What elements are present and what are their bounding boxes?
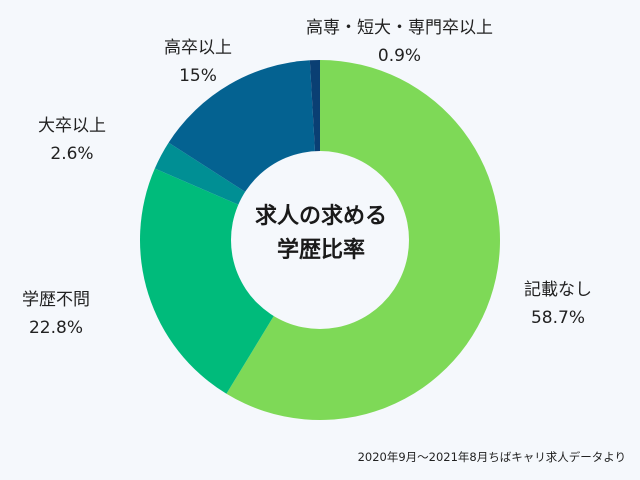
label-value: 58.7% bbox=[530, 308, 585, 328]
chart-title-line-2: 学歴比率 bbox=[276, 238, 365, 263]
label-college-vocational-graduate: 高専・短大・専門卒以上 0.9% bbox=[306, 14, 493, 70]
label-value: 0.9% bbox=[377, 46, 422, 66]
label-value: 15% bbox=[179, 66, 217, 86]
label-no-education-required: 学歴不問 22.8% bbox=[22, 286, 90, 342]
label-name: 高専・短大・専門卒以上 bbox=[306, 18, 493, 38]
label-name: 記載なし bbox=[524, 280, 592, 300]
chart-title-line-1: 求人の求める bbox=[254, 204, 387, 229]
label-name: 学歴不問 bbox=[22, 290, 90, 310]
label-name: 高卒以上 bbox=[164, 38, 232, 58]
label-high-school-graduate: 高卒以上 15% bbox=[164, 34, 232, 90]
label-value: 2.6% bbox=[50, 144, 94, 164]
label-university-graduate: 大卒以上 2.6% bbox=[38, 112, 106, 168]
chart-title: 求人の求める 学歴比率 bbox=[232, 200, 410, 268]
source-note: 2020年9月〜2021年8月ちばキャリ求人データより bbox=[357, 450, 626, 464]
label-value: 22.8% bbox=[28, 318, 83, 338]
label-name: 大卒以上 bbox=[38, 116, 106, 136]
donut-hole bbox=[231, 151, 409, 329]
label-not-specified: 記載なし 58.7% bbox=[524, 276, 592, 332]
